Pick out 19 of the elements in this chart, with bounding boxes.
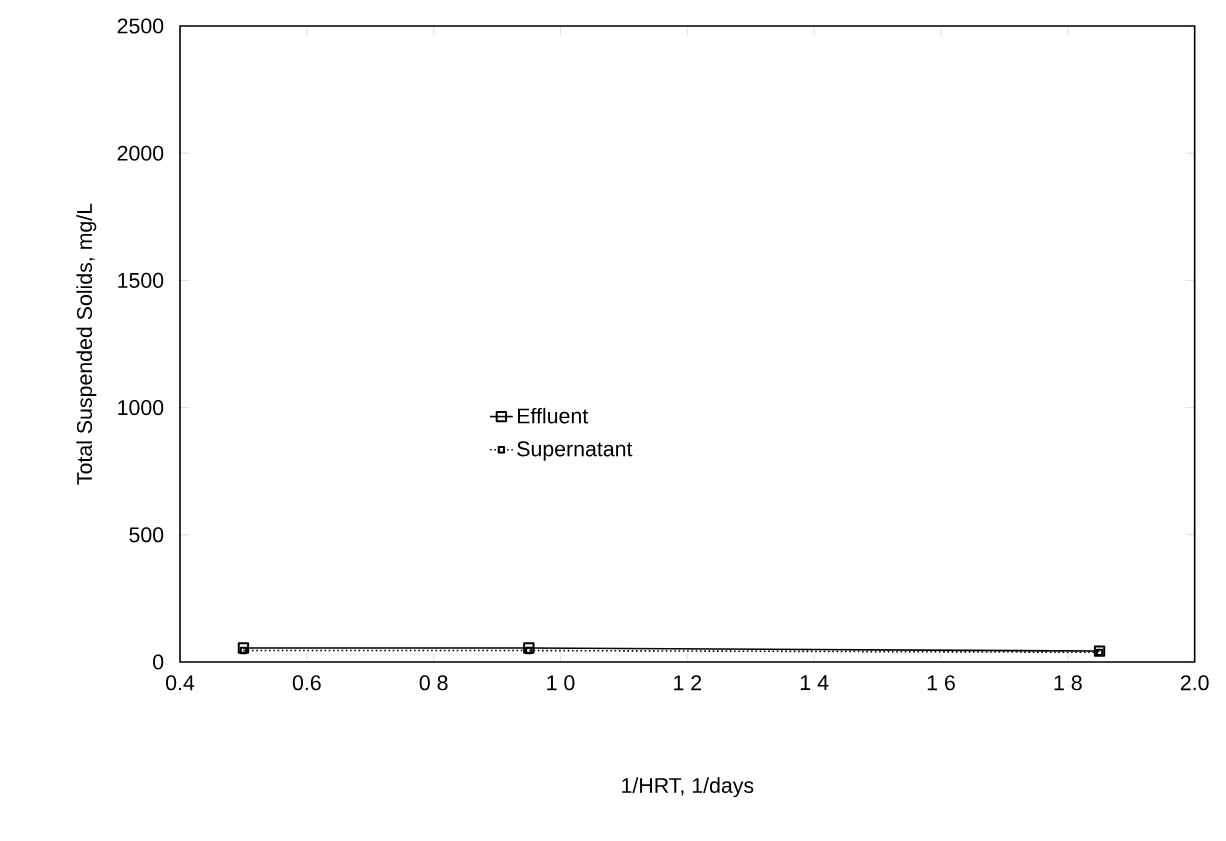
y-tick-label: 0 [153,654,164,670]
x-tick-label: 1 4 [800,675,829,690]
x-tick-label: 0 8 [419,675,448,691]
x-tick-label: 2.0 [1180,675,1209,691]
y-tick-label: 1000 [118,400,164,416]
x-tick-label: 1 6 [927,675,955,691]
legend-label: Effluent [518,407,589,424]
x-tick-label: 0.4 [166,675,195,691]
x-axis-title: 1/HRT, 1/days [622,777,754,798]
y-tick-label: 2000 [117,145,164,161]
y-axis-title: Total Suspended Solids, mg/L [76,203,97,485]
x-tick-label: 1 0 [547,675,575,691]
y-tick-label: 1500 [118,272,164,288]
x-tick-label: 1 2 [674,675,702,691]
y-tick-label: 2500 [117,18,164,34]
x-tick-label: 1 8 [1054,675,1082,691]
y-tick-label: 500 [129,527,164,543]
legend-label: Supernatant [517,441,633,461]
x-tick-label: 0.6 [292,675,321,691]
